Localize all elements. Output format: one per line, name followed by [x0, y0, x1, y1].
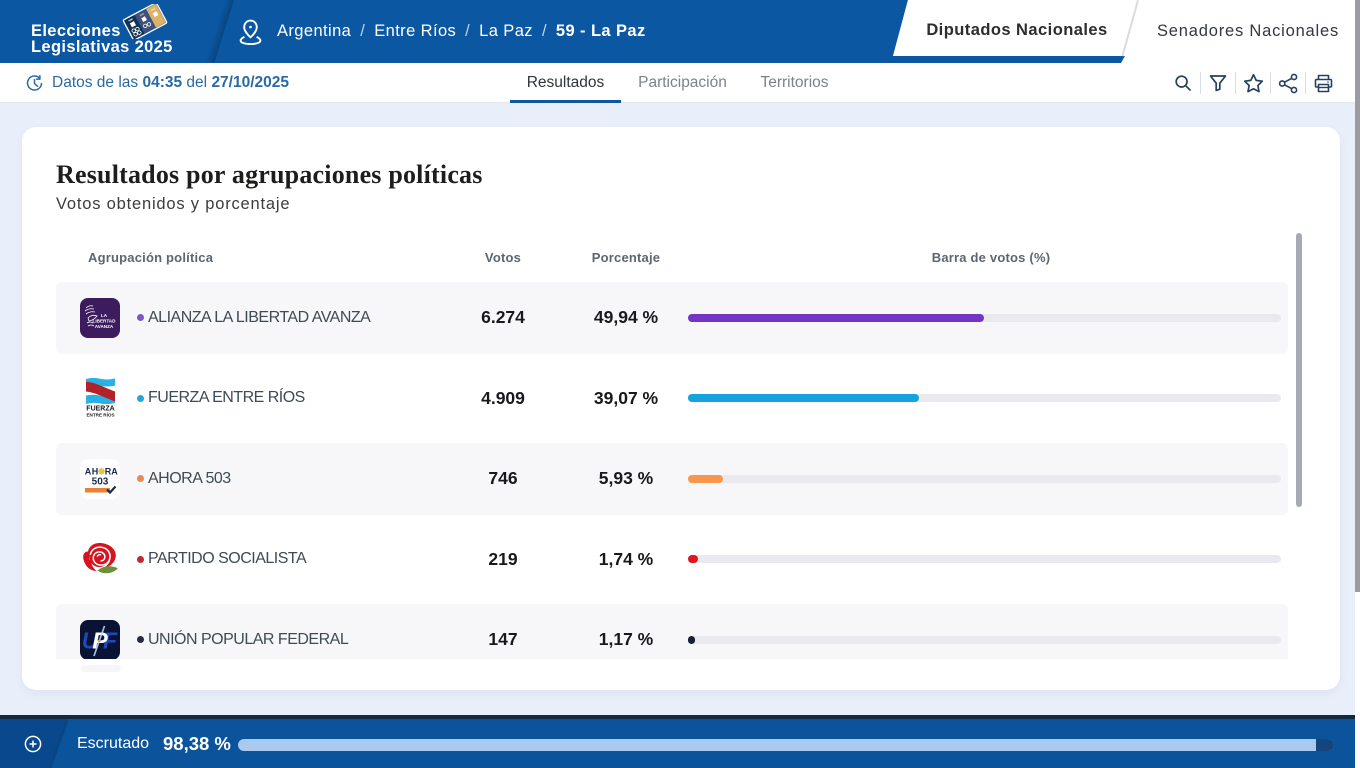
- svg-text:LA: LA: [101, 313, 108, 318]
- svg-text:A: A: [111, 466, 118, 476]
- svg-text:LIBERTAD: LIBERTAD: [93, 318, 117, 323]
- svg-text:503: 503: [92, 476, 109, 487]
- svg-text:U: U: [82, 627, 100, 653]
- svg-text:FUERZA: FUERZA: [86, 406, 114, 413]
- svg-text:A: A: [85, 466, 92, 476]
- svg-text:F: F: [103, 627, 118, 653]
- svg-text:ENTRE RÍOS: ENTRE RÍOS: [86, 411, 114, 418]
- svg-text:R: R: [105, 466, 112, 476]
- svg-text:AVANZA: AVANZA: [95, 324, 114, 329]
- svg-text:H: H: [92, 466, 99, 476]
